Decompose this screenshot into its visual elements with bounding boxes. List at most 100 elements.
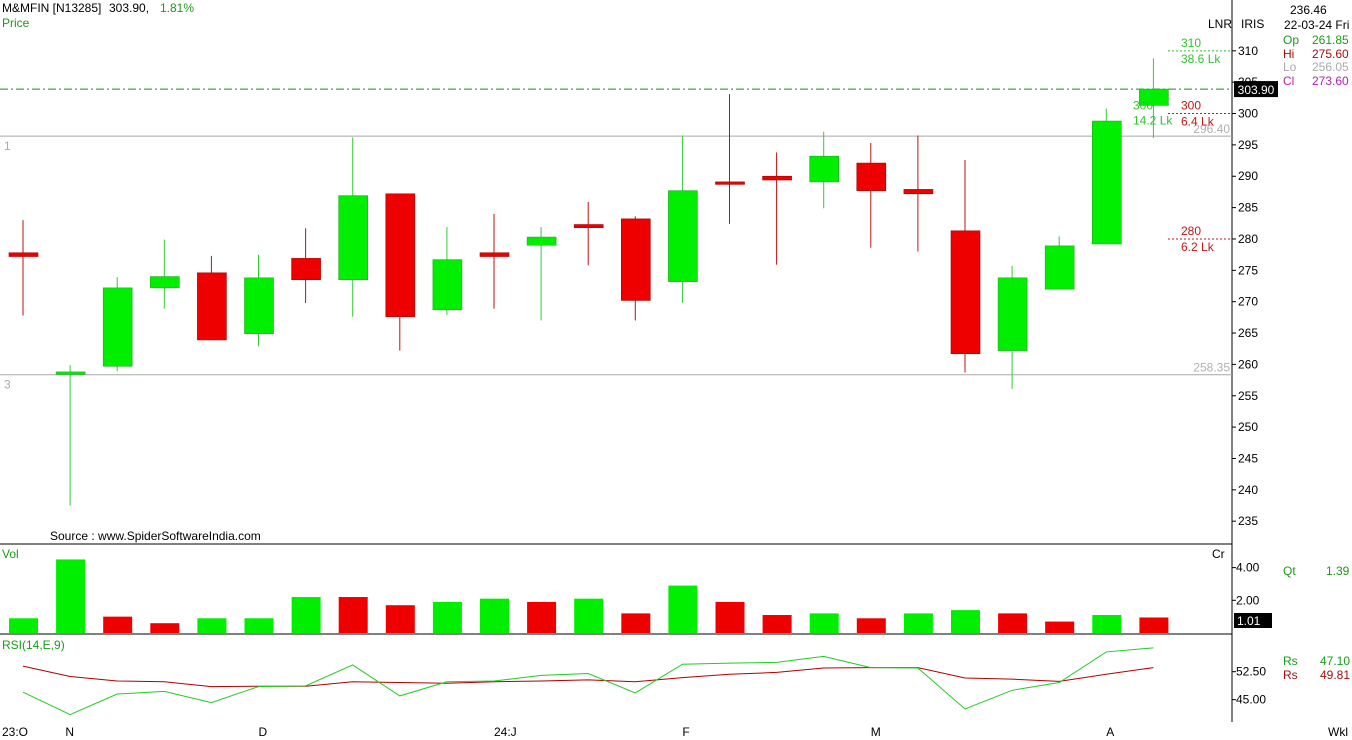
candle[interactable] <box>620 216 651 321</box>
axes: 235 240 245 250 255 260 265 270 275 280 285 290 295 3… <box>2 44 1278 739</box>
volume-panel-label: Vol <box>2 547 19 561</box>
level-line-label: 296.40 <box>1193 122 1230 136</box>
x-tick-label: N <box>65 725 74 739</box>
ohlc-low-label: Lo <box>1283 60 1297 74</box>
candle-body <box>244 277 274 334</box>
candle[interactable] <box>573 201 604 266</box>
candle-body <box>291 258 321 281</box>
volume-bar[interactable] <box>197 618 227 633</box>
candle[interactable] <box>856 143 887 248</box>
last-close: 303.90, <box>109 1 150 15</box>
volume-bar[interactable] <box>1139 617 1169 633</box>
volume-bars[interactable] <box>9 559 1169 633</box>
annotation-volume: 6.4 Lk <box>1181 115 1215 129</box>
y-tick-label: 265 <box>1238 326 1258 340</box>
candle-body <box>385 193 416 318</box>
panel-frames <box>0 0 1233 722</box>
rsi-panel-label: RSI(14,E,9) <box>2 638 65 652</box>
volume-bar[interactable] <box>9 618 38 633</box>
x-tick-label: D <box>259 725 268 739</box>
ohlc-low-value: 256.05 <box>1312 60 1349 74</box>
top-right-value: 236.46 <box>1290 3 1327 17</box>
candle[interactable] <box>809 131 840 209</box>
candle-body <box>526 236 557 246</box>
volume-bar[interactable] <box>856 618 886 633</box>
qt-value: 1.39 <box>1326 564 1350 578</box>
candle[interactable] <box>715 94 745 224</box>
candle[interactable] <box>385 193 416 351</box>
volume-bar[interactable] <box>150 623 180 633</box>
volume-bar[interactable] <box>103 616 133 633</box>
source-note: Source : www.SpiderSoftwareIndia.com <box>50 529 261 543</box>
rsi-tick-label: 52.50 <box>1236 665 1266 679</box>
candle-body <box>1044 245 1075 290</box>
volume-tick-label: 4.00 <box>1236 561 1260 575</box>
volume-bar[interactable] <box>951 610 980 633</box>
volume-bar[interactable] <box>998 613 1028 633</box>
volume-bar[interactable] <box>291 597 321 633</box>
volume-bar[interactable] <box>56 559 86 633</box>
volume-bar[interactable] <box>1045 621 1075 633</box>
rsi-line[interactable] <box>22 647 1154 716</box>
candle[interactable] <box>950 159 981 373</box>
volume-bar[interactable] <box>903 613 933 633</box>
volume-bar[interactable] <box>527 601 557 633</box>
software-label: IRIS <box>1241 17 1265 31</box>
current-price-tag <box>1234 81 1278 98</box>
rsi-lines[interactable] <box>22 647 1154 716</box>
candle[interactable] <box>8 220 39 316</box>
candle[interactable] <box>55 365 86 506</box>
candle[interactable] <box>1044 236 1075 290</box>
volume-bar[interactable] <box>244 618 274 633</box>
candle[interactable] <box>479 213 510 309</box>
candle[interactable] <box>291 228 321 303</box>
volume-bar[interactable] <box>809 613 839 633</box>
candle[interactable] <box>762 152 792 265</box>
period-label[interactable]: Wkl <box>1328 725 1348 739</box>
candlestick-series[interactable] <box>8 58 1169 506</box>
rs-label-1: Rs <box>1283 654 1298 668</box>
volume-bar[interactable] <box>574 598 604 633</box>
candle[interactable] <box>150 239 180 309</box>
candle-body <box>150 276 180 289</box>
candle[interactable] <box>244 254 274 347</box>
volume-bar[interactable] <box>715 601 745 633</box>
level-line-marker: 1 <box>4 139 11 153</box>
volume-bar[interactable] <box>480 598 509 633</box>
volume-bar[interactable] <box>668 585 698 633</box>
annotation-volume: 38.6 Lk <box>1181 52 1221 66</box>
level-lines: 296.40 1 258.35 3 <box>0 88 1232 392</box>
candle[interactable] <box>1092 108 1122 245</box>
volume-bar[interactable] <box>432 601 462 633</box>
candle[interactable] <box>526 227 557 321</box>
candle[interactable] <box>668 135 698 303</box>
rs-value-2: 49.81 <box>1320 668 1351 682</box>
volume-bar[interactable] <box>762 615 792 633</box>
volume-bar[interactable] <box>385 605 415 633</box>
ohlc-close-value: 273.60 <box>1312 74 1349 88</box>
level-line-label: 258.35 <box>1193 361 1230 375</box>
candle[interactable] <box>197 255 227 341</box>
candle-body <box>762 175 792 181</box>
candle[interactable] <box>432 227 463 315</box>
y-tick-label: 285 <box>1238 201 1258 215</box>
candle[interactable] <box>1139 58 1169 138</box>
rsi-signal-line[interactable] <box>22 665 1154 688</box>
y-tick-label: 310 <box>1238 44 1258 58</box>
symbol-title: M&MFIN [N13285] <box>2 1 102 15</box>
scale-mode-label[interactable]: LNR <box>1208 17 1233 31</box>
volume-bar[interactable] <box>338 597 368 633</box>
candle-body <box>903 189 934 195</box>
volume-bar[interactable] <box>1092 615 1122 633</box>
candle[interactable] <box>997 265 1028 389</box>
annotation-price: 300 <box>1181 99 1201 113</box>
candle[interactable] <box>102 277 133 372</box>
ohlc-open-label: Op <box>1283 33 1300 47</box>
y-tick-label: 245 <box>1238 451 1258 465</box>
x-tick-label: A <box>1106 725 1114 739</box>
candle[interactable] <box>338 137 369 317</box>
candle[interactable] <box>903 135 934 252</box>
volume-bar[interactable] <box>621 613 651 633</box>
y-tick-label: 235 <box>1238 514 1258 528</box>
